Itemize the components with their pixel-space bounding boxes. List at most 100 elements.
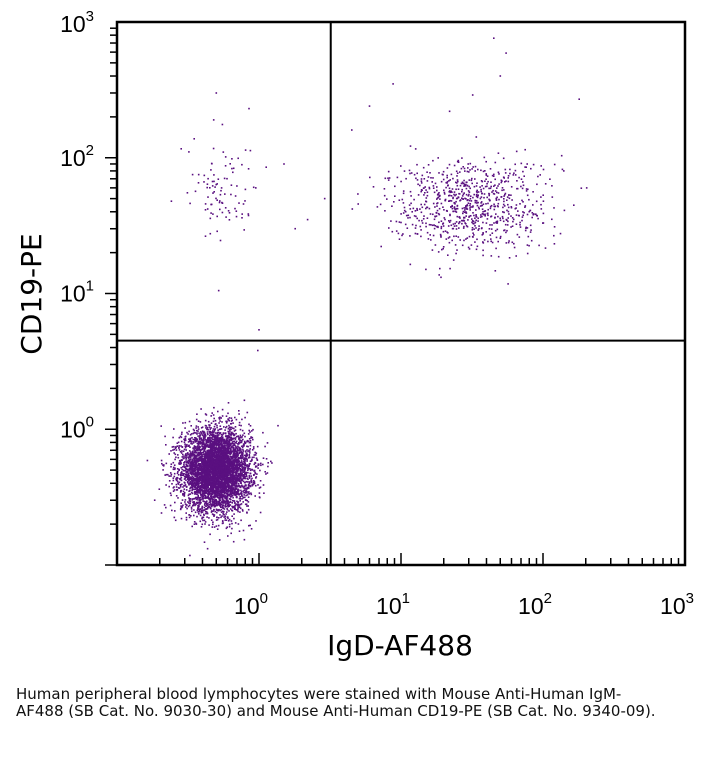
data-point	[217, 456, 219, 459]
data-point	[187, 456, 189, 459]
data-point	[219, 509, 221, 512]
data-point	[206, 496, 209, 498]
data-point	[172, 445, 175, 448]
data-point	[202, 516, 205, 519]
data-point	[230, 428, 232, 431]
data-point	[217, 453, 220, 455]
data-point	[211, 457, 214, 459]
data-point	[175, 446, 177, 448]
data-point	[190, 472, 192, 475]
data-point	[212, 453, 215, 455]
data-point	[194, 472, 197, 475]
data-point	[225, 415, 228, 417]
data-point	[239, 496, 241, 498]
data-point	[225, 457, 228, 459]
data-point	[226, 478, 228, 481]
data-point	[206, 480, 209, 482]
data-point	[229, 498, 231, 500]
data-point	[190, 473, 193, 476]
data-point	[212, 428, 215, 430]
data-point	[204, 419, 207, 422]
data-point	[224, 488, 227, 491]
data-point	[247, 496, 250, 498]
data-point	[199, 466, 202, 468]
data-point	[249, 425, 252, 427]
data-point	[222, 473, 224, 476]
data-point	[222, 469, 225, 472]
data-point	[209, 476, 212, 479]
data-point	[215, 432, 217, 434]
data-point	[220, 503, 222, 506]
data-point	[213, 417, 215, 420]
data-point	[192, 438, 195, 441]
data-point	[186, 454, 188, 457]
data-point	[226, 526, 228, 528]
data-point	[222, 513, 225, 516]
data-point	[243, 457, 245, 459]
data-point	[228, 504, 231, 507]
data-point	[226, 504, 229, 507]
data-point	[228, 484, 230, 487]
data-point	[229, 453, 231, 456]
data-point	[193, 514, 195, 517]
data-point	[254, 461, 256, 464]
data-point	[172, 477, 175, 479]
data-point	[250, 492, 252, 494]
data-point	[259, 511, 262, 514]
data-point	[215, 478, 218, 481]
data-point	[206, 500, 208, 502]
data-point	[206, 487, 208, 490]
data-point	[239, 448, 242, 451]
data-point	[216, 474, 218, 476]
data-point	[230, 451, 232, 454]
data-point	[214, 472, 217, 475]
data-point	[184, 470, 187, 472]
data-point	[202, 435, 205, 438]
data-point	[244, 441, 247, 444]
data-point	[256, 445, 259, 448]
data-point	[202, 469, 204, 472]
data-point	[198, 463, 200, 466]
data-point	[250, 528, 253, 530]
data-point	[236, 450, 239, 452]
data-point	[190, 440, 192, 442]
data-point	[225, 425, 228, 428]
data-point	[251, 469, 254, 471]
data-point	[202, 491, 205, 493]
data-point	[218, 438, 221, 441]
data-point	[195, 463, 197, 465]
data-point	[224, 429, 226, 431]
data-point	[242, 434, 244, 436]
data-point	[180, 489, 183, 492]
data-point	[232, 456, 234, 459]
data-point	[200, 456, 203, 458]
data-point	[191, 469, 193, 471]
data-point	[213, 431, 215, 434]
data-point	[190, 441, 193, 443]
data-point	[225, 489, 228, 492]
data-point	[196, 509, 199, 511]
data-point	[253, 454, 256, 456]
data-point	[239, 507, 242, 510]
data-point	[165, 473, 168, 476]
data-point	[237, 506, 239, 509]
data-point	[181, 483, 183, 486]
data-point	[235, 481, 237, 484]
data-point	[224, 487, 226, 490]
data-point	[220, 448, 223, 450]
data-point	[243, 494, 245, 496]
data-point	[223, 442, 225, 445]
data-point	[253, 480, 256, 483]
data-point	[220, 450, 222, 453]
data-point	[217, 501, 219, 503]
data-point	[193, 502, 196, 505]
data-point	[177, 482, 179, 484]
data-point	[251, 456, 254, 459]
data-point	[180, 479, 183, 482]
data-point	[191, 484, 194, 486]
data-point	[228, 447, 231, 450]
data-point	[203, 491, 206, 494]
data-point	[209, 465, 212, 467]
data-point	[181, 459, 183, 461]
data-point	[191, 475, 193, 478]
